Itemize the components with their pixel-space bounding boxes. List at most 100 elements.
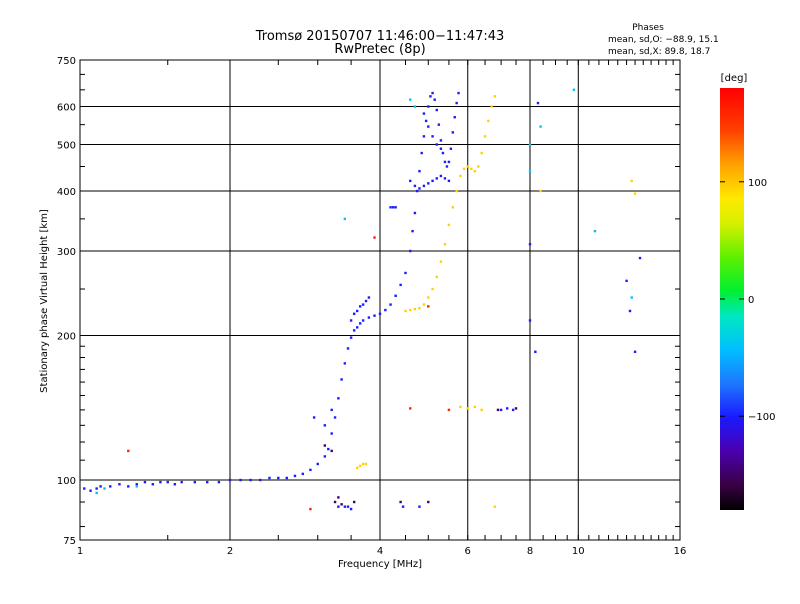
data-point <box>217 480 221 484</box>
data-point <box>466 407 469 410</box>
x-tick-label: 8 <box>527 546 533 557</box>
data-point <box>389 206 392 209</box>
data-point <box>466 165 469 168</box>
colorbar-tick-label: 0 <box>748 295 754 306</box>
x-tick-label: 16 <box>674 546 687 557</box>
data-point <box>337 505 340 508</box>
data-point <box>427 305 430 308</box>
data-point <box>285 476 288 480</box>
data-point <box>477 165 480 168</box>
data-point <box>361 303 365 306</box>
grid-lines <box>80 60 680 540</box>
data-point <box>445 165 449 168</box>
data-point <box>127 449 130 453</box>
data-point <box>349 319 353 322</box>
y-tick-label: 400 <box>57 187 76 198</box>
data-point <box>83 487 86 490</box>
data-point <box>166 480 169 484</box>
data-point <box>427 500 430 504</box>
data-point <box>330 449 333 453</box>
data-point <box>352 500 356 504</box>
chart-title-line-2: RwPretec (8p) <box>334 42 425 57</box>
data-point <box>439 139 443 142</box>
data-point <box>355 326 359 329</box>
data-point <box>483 135 487 138</box>
data-point <box>437 123 441 126</box>
data-point <box>413 105 417 108</box>
data-point <box>413 211 417 215</box>
data-point <box>277 476 280 480</box>
data-point <box>633 192 637 195</box>
data-point <box>435 275 438 279</box>
data-point <box>312 416 316 419</box>
data-point <box>401 505 405 508</box>
phase-info-o-mode: mean, sd,O: −88.9, 15.1 <box>608 35 719 45</box>
data-point <box>193 480 197 484</box>
data-point <box>340 503 343 506</box>
data-point <box>309 507 312 511</box>
data-point <box>435 177 438 180</box>
colorbar-ticks: 100 0 −100 <box>720 178 775 423</box>
data-point <box>427 125 430 128</box>
data-point <box>384 308 387 312</box>
data-point <box>394 294 397 297</box>
data-point <box>391 206 395 209</box>
data-point <box>422 112 426 115</box>
y-tick-label: 100 <box>57 476 76 487</box>
data-point <box>462 167 466 171</box>
y-tick-label: 75 <box>63 536 76 547</box>
data-point <box>493 95 497 98</box>
data-point <box>451 131 455 134</box>
data-point <box>459 174 462 178</box>
data-point <box>447 223 451 227</box>
data-point <box>327 447 330 451</box>
data-point <box>409 249 412 253</box>
data-point <box>534 350 537 353</box>
data-point <box>103 487 106 490</box>
x-tick-label: 10 <box>572 546 585 557</box>
data-point <box>346 505 350 508</box>
data-point <box>143 480 147 484</box>
data-point <box>95 491 98 495</box>
data-point <box>593 229 597 233</box>
data-point <box>118 483 121 486</box>
data-point <box>99 485 102 488</box>
data-point <box>514 407 518 410</box>
data-point <box>455 101 458 105</box>
data-point <box>441 151 445 155</box>
data-point <box>490 105 493 108</box>
data-point <box>528 143 532 146</box>
data-point <box>431 91 434 95</box>
data-point <box>630 296 633 299</box>
data-point <box>572 88 576 92</box>
data-point <box>333 416 337 419</box>
data-point <box>404 271 407 275</box>
data-point <box>539 125 542 128</box>
data-point <box>431 179 434 183</box>
data-point <box>367 296 371 299</box>
data-point <box>451 206 455 209</box>
data-point <box>480 151 483 155</box>
data-point <box>625 279 628 283</box>
data-point <box>431 287 434 291</box>
data-point <box>399 500 402 504</box>
data-point <box>358 305 362 308</box>
x-tick-label: 6 <box>465 546 471 557</box>
data-point <box>459 405 462 409</box>
data-point <box>378 312 382 315</box>
x-tick-label: 2 <box>227 546 233 557</box>
chart-title-line-1: Tromsø 20150707 11:46:00−11:47:43 <box>255 29 505 44</box>
data-point <box>355 466 359 470</box>
data-point <box>431 135 434 138</box>
data-point <box>470 167 473 171</box>
data-point <box>449 147 453 150</box>
data-point <box>630 179 633 183</box>
data-point <box>415 189 419 193</box>
data-point <box>420 151 423 155</box>
data-point <box>361 462 365 466</box>
data-point <box>364 462 368 466</box>
data-point <box>330 432 333 435</box>
data-point <box>349 336 353 339</box>
